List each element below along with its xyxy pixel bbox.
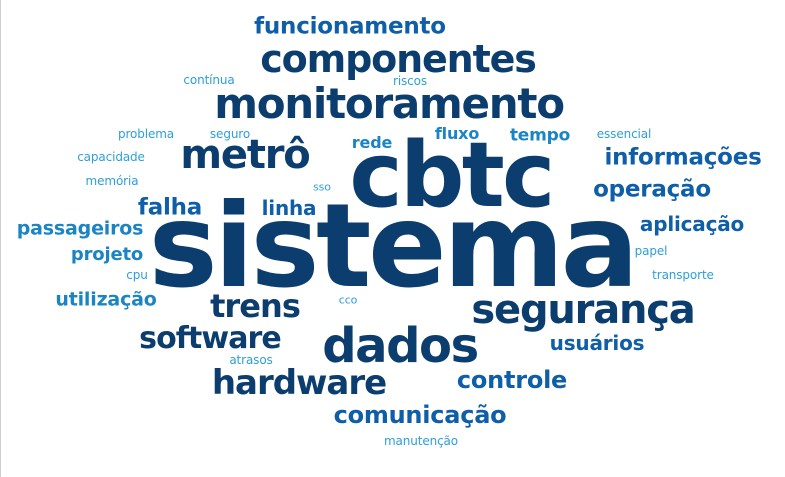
word-capacidade: capacidade xyxy=(77,150,145,164)
word-manutencao: manutenção xyxy=(383,434,459,448)
word-utilizacao: utilização xyxy=(55,288,157,311)
word-comunicacao: comunicação xyxy=(333,401,507,429)
word-sistema: sistema xyxy=(148,179,639,314)
word-seguranca: segurança xyxy=(471,287,695,333)
word-fluxo: fluxo xyxy=(434,124,480,143)
word-cbtc: cbtc xyxy=(349,123,555,228)
left-border xyxy=(0,0,1,477)
word-metro: metrô xyxy=(180,132,310,178)
word-essencial: essencial xyxy=(596,127,652,141)
word-riscos: riscos xyxy=(393,74,427,88)
word-aplicacao: aplicação xyxy=(639,212,745,236)
word-operacao: operação xyxy=(593,176,711,203)
word-informacoes: informações xyxy=(604,144,762,171)
word-componentes: componentes xyxy=(260,37,537,81)
word-sso: sso xyxy=(313,180,331,194)
word-rede: rede xyxy=(351,133,393,152)
word-passageiros: passageiros xyxy=(16,217,144,240)
word-seguro: seguro xyxy=(209,127,251,141)
word-controle: controle xyxy=(456,366,568,394)
word-transporte: transporte xyxy=(652,268,714,282)
word-cpu: cpu xyxy=(126,268,148,282)
word-usuarios: usuários xyxy=(549,331,645,355)
word-software: software xyxy=(139,321,282,356)
word-funcionamento: funcionamento xyxy=(254,13,446,40)
word-linha: linha xyxy=(261,196,317,220)
word-falha: falha xyxy=(137,194,203,221)
word-tempo: tempo xyxy=(509,125,571,146)
word-hardware: hardware xyxy=(211,363,387,403)
word-papel: papel xyxy=(634,244,668,258)
word-trens: trens xyxy=(210,287,301,325)
word-dados: dados xyxy=(322,318,479,374)
word-memoria: memória xyxy=(85,174,139,188)
word-atrasos: atrasos xyxy=(229,353,273,367)
word-monitoramento: monitoramento xyxy=(214,79,565,128)
word-projeto: projeto xyxy=(70,244,144,265)
word-cco: cco xyxy=(338,293,358,307)
word-continua: contínua xyxy=(183,73,235,87)
word-problema: problema xyxy=(117,127,175,141)
